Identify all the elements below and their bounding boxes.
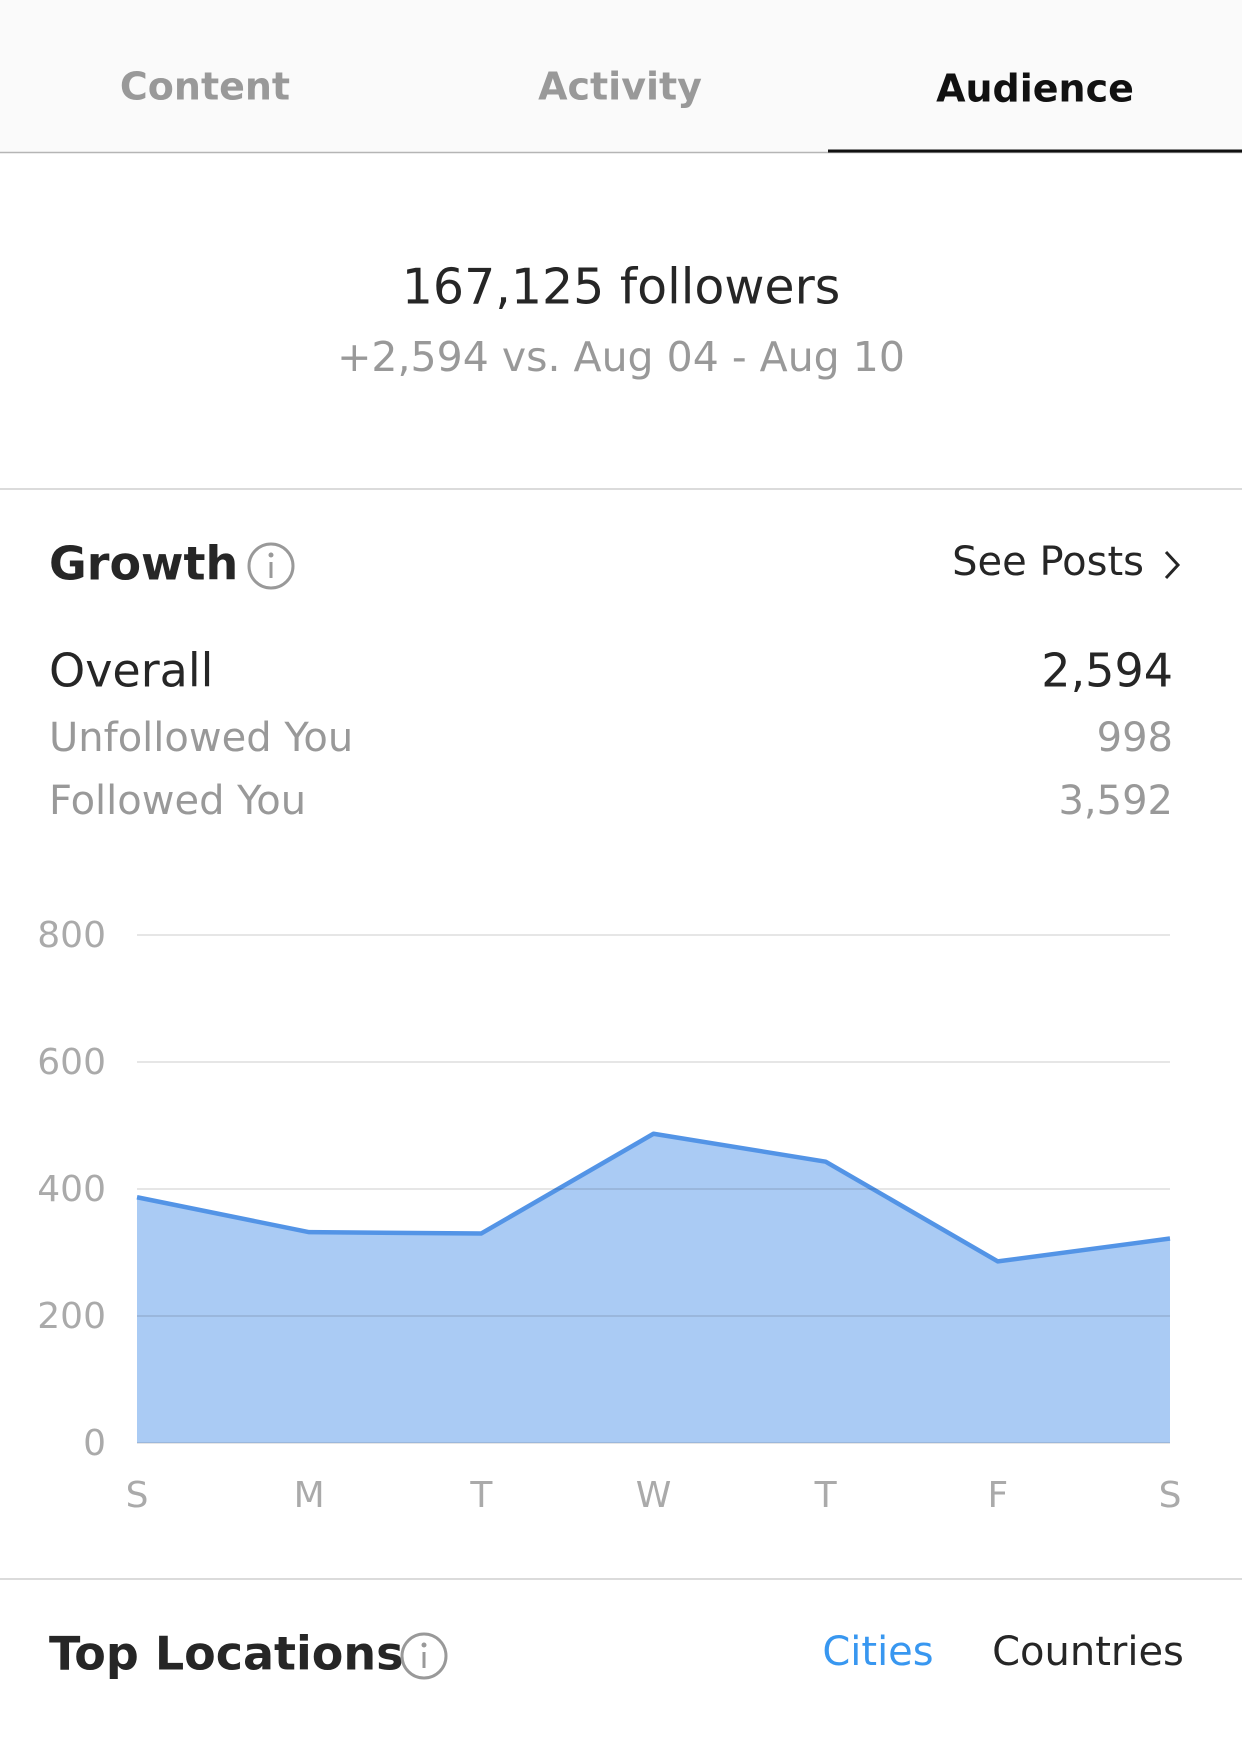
row-label: Unfollowed You: [49, 715, 353, 761]
row-value: 2,594: [1041, 644, 1173, 698]
info-icon[interactable]: [247, 542, 295, 590]
x-tick-label: W: [636, 1475, 672, 1516]
growth-chart: 0 200 400 600 800 S M T W T F S: [37, 915, 1181, 1516]
y-tick-label: 800: [37, 915, 106, 956]
tab-bar: [0, 0, 1242, 153]
see-posts-link[interactable]: See Posts: [952, 539, 1144, 585]
row-value: 998: [1097, 715, 1173, 761]
chevron[interactable]: [1164, 550, 1181, 580]
info-icon[interactable]: [400, 1632, 448, 1680]
tab[interactable]: Content: [120, 65, 290, 109]
tab-active[interactable]: Audience: [936, 67, 1134, 111]
x-tick-label: S: [126, 1475, 149, 1516]
option-active[interactable]: Cities: [822, 1629, 933, 1675]
x-tick-label: S: [1159, 1475, 1182, 1516]
y-tick-label: 200: [37, 1296, 106, 1337]
option[interactable]: Countries: [992, 1629, 1184, 1675]
row-label: Followed You: [49, 778, 306, 824]
followers-change: +2,594 vs. Aug 04 - Aug 10: [337, 333, 905, 381]
x-tick-label: T: [814, 1475, 838, 1516]
tab[interactable]: Activity: [538, 65, 702, 109]
row-value: 3,592: [1058, 778, 1173, 824]
area: [137, 1133, 1170, 1443]
followers-count: 167,125 followers: [402, 259, 841, 316]
y-tick-label: 600: [37, 1042, 106, 1083]
y-tick-label: 400: [37, 1169, 106, 1210]
section-title: Growth: [49, 537, 238, 591]
line: [136, 1131, 1171, 1264]
section-title: Top Locations: [49, 1627, 404, 1681]
x-tick-label: F: [987, 1475, 1008, 1516]
row-label: Overall: [49, 644, 213, 698]
x-tick-label: M: [294, 1475, 325, 1516]
x-tick-label: T: [469, 1475, 493, 1516]
y-tick-label: 0: [83, 1423, 106, 1464]
